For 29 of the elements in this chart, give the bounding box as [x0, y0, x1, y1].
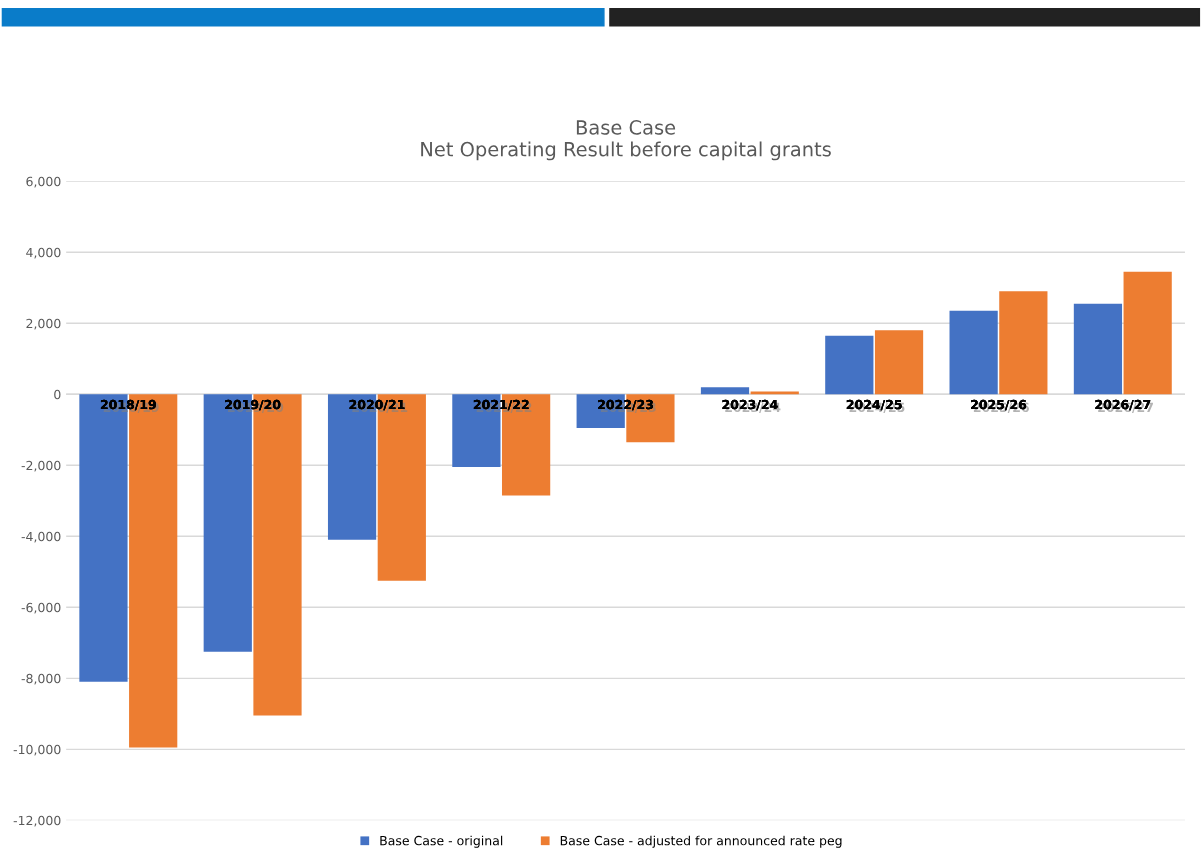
- legend-label: Base Case - adjusted for announced rate peg: [560, 835, 842, 848]
- y-tick-label: -10,000: [13, 744, 61, 756]
- x-tick-label: 2022/23: [598, 399, 656, 414]
- y-tick-label: 0: [54, 389, 61, 400]
- x-tick-label: 2025/26: [971, 399, 1029, 414]
- bar: [700, 387, 750, 395]
- x-tick-label: 2020/21: [349, 399, 408, 414]
- bar: [750, 391, 799, 395]
- bar: [949, 310, 998, 395]
- x-tick-label: 2023/24: [722, 399, 781, 414]
- x-tick-label: 2021/22: [473, 399, 532, 414]
- legend-label: Base Case - original: [380, 835, 503, 848]
- y-tick-label: -8,000: [21, 673, 61, 685]
- bar: [1123, 271, 1172, 395]
- y-tick-label: -2,000: [21, 460, 61, 472]
- bar: [999, 291, 1048, 395]
- x-tick-label: 2026/27: [1095, 399, 1153, 414]
- y-tick-label: -12,000: [13, 815, 61, 827]
- y-tick-label: 6,000: [26, 176, 61, 188]
- chart-title: Base Case Net Operating Result before capital grants: [421, 120, 831, 161]
- y-tick-label: 2,000: [26, 318, 61, 330]
- x-tick-label: 2018/19: [100, 399, 159, 414]
- bar: [1073, 303, 1123, 395]
- x-tick-label: 2024/25: [846, 399, 905, 414]
- bar: [874, 330, 924, 395]
- y-tick-label: -4,000: [21, 531, 61, 543]
- y-tick-label: -6,000: [21, 602, 61, 614]
- bar: [825, 335, 874, 395]
- y-tick-label: 4,000: [26, 247, 61, 259]
